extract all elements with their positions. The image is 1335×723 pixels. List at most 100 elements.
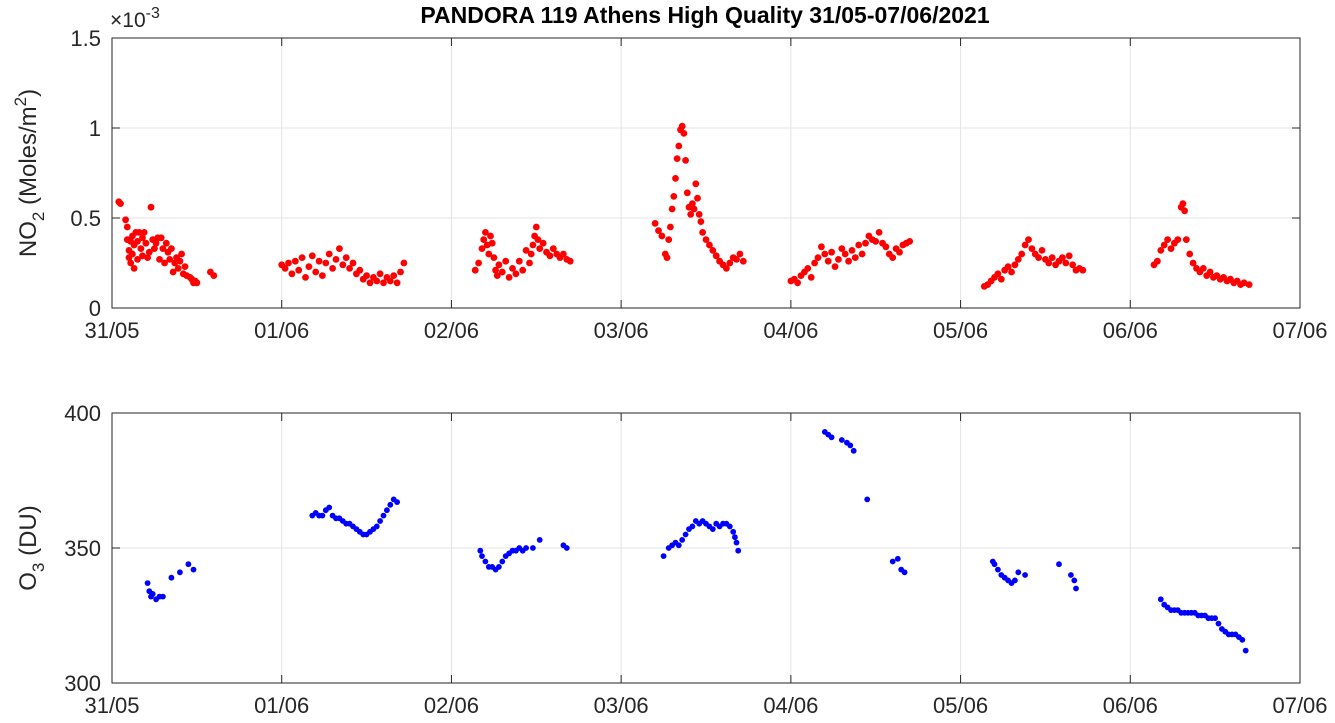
no2-data-point — [1199, 265, 1207, 272]
no2-data-point — [515, 257, 523, 265]
o3-data-point — [660, 553, 667, 559]
no2-data-point — [835, 256, 842, 263]
no2-y-tick-label: 1.5 — [70, 26, 101, 51]
no2-data-point — [366, 279, 374, 287]
no2-data-point — [663, 254, 671, 261]
no2-data-point — [1174, 236, 1182, 244]
no2-points — [115, 122, 1253, 290]
o3-data-point — [732, 534, 738, 541]
no2-data-point — [127, 259, 135, 267]
no2-data-point — [342, 254, 350, 261]
no2-data-point — [522, 247, 530, 254]
o3-data-point — [689, 523, 696, 530]
no2-data-point — [655, 227, 662, 235]
no2-data-point — [665, 236, 673, 244]
no2-data-point — [1182, 236, 1190, 244]
o3-data-point — [901, 569, 908, 576]
no2-data-point — [281, 265, 289, 272]
no2-data-point — [519, 266, 527, 274]
o3-data-point — [479, 553, 485, 559]
o3-data-point — [326, 504, 333, 511]
no2-data-point — [325, 250, 333, 258]
no2-data-point — [534, 236, 542, 244]
no2-data-point — [1160, 241, 1168, 249]
no2-data-point — [161, 259, 169, 267]
no2-data-point — [312, 268, 320, 276]
o3-data-point — [380, 512, 387, 519]
o3-points — [144, 429, 1249, 654]
no2-data-point — [356, 266, 364, 274]
o3-x-tick-label: 04/06 — [763, 693, 818, 718]
no2-data-point — [1045, 259, 1053, 267]
no2-data-point — [1189, 259, 1197, 267]
no2-data-point — [390, 272, 398, 279]
no2-data-point — [848, 247, 856, 254]
no2-data-point — [400, 259, 408, 267]
o3-data-point — [1056, 561, 1062, 568]
no2-data-point — [147, 203, 155, 211]
no2-data-point — [156, 256, 163, 263]
o3-data-point — [1071, 577, 1078, 584]
no2-y-tick-label: 0 — [89, 296, 101, 321]
no2-x-tick-label: 02/06 — [424, 318, 479, 343]
no2-data-point — [122, 216, 129, 224]
o3-y-tick-label: 400 — [64, 401, 101, 426]
no2-data-point — [675, 142, 683, 150]
no2-data-point — [144, 254, 152, 261]
no2-data-point — [386, 277, 394, 285]
no2-data-point — [380, 279, 387, 287]
no2-data-point — [804, 265, 812, 272]
no2-data-point — [811, 259, 818, 267]
o3-data-point — [1068, 572, 1074, 578]
no2-data-point — [482, 229, 489, 236]
o3-data-point — [850, 447, 857, 454]
no2-data-point — [176, 257, 184, 265]
no2-y-tick-label: 1 — [89, 116, 101, 141]
o3-data-point — [735, 547, 742, 554]
no2-data-point — [512, 270, 520, 278]
no2-data-point — [875, 229, 883, 236]
no2-data-point — [498, 268, 506, 276]
no2-data-point — [471, 266, 479, 274]
no2-data-point — [690, 205, 698, 213]
no2-data-point — [689, 200, 696, 208]
o3-data-point — [1239, 636, 1246, 643]
no2-data-point — [1025, 236, 1032, 244]
no2-data-point — [994, 270, 1002, 278]
no2-data-point — [193, 279, 201, 287]
no2-data-point — [882, 243, 890, 251]
no2-data-point — [166, 256, 174, 263]
o3-data-point — [482, 558, 489, 565]
o3-data-point — [144, 580, 151, 586]
o3-data-point — [1212, 615, 1218, 622]
no2-data-point — [151, 245, 158, 253]
no2-data-point — [539, 239, 547, 247]
no2-data-point — [181, 263, 189, 270]
no2-data-point — [509, 265, 516, 272]
no2-data-point — [821, 250, 829, 258]
no2-data-point — [332, 256, 340, 263]
no2-data-point — [298, 254, 306, 261]
no2-data-point — [475, 259, 482, 267]
no2-data-point — [706, 241, 713, 249]
o3-data-point — [679, 537, 686, 543]
no2-data-point — [678, 122, 686, 130]
o3-data-point — [864, 496, 871, 503]
no2-data-point — [393, 279, 401, 287]
no2-axes-frame — [111, 37, 1301, 309]
no2-data-point — [1065, 252, 1073, 260]
no2-data-point — [702, 236, 710, 244]
no2-data-point — [997, 275, 1005, 283]
no2-x-tick-label: 03/06 — [594, 318, 649, 343]
o3-data-point — [377, 518, 383, 524]
o3-data-point — [838, 437, 845, 443]
no2-data-point — [1004, 263, 1012, 270]
no2-data-point — [295, 266, 303, 274]
no2-data-point — [139, 234, 146, 242]
o3-data-point — [894, 555, 901, 562]
o3-data-point — [991, 561, 998, 568]
no2-data-point — [135, 229, 143, 236]
no2-data-point — [493, 272, 501, 279]
no2-x-tick-label: 04/06 — [763, 318, 818, 343]
o3-data-point — [536, 537, 543, 543]
